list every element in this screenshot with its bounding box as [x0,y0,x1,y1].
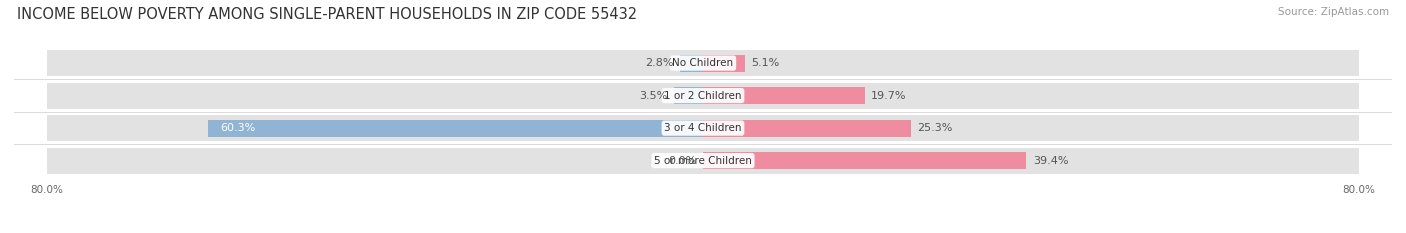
Text: 25.3%: 25.3% [917,123,952,133]
Text: 60.3%: 60.3% [221,123,256,133]
Bar [703,120,911,137]
Text: INCOME BELOW POVERTY AMONG SINGLE-PARENT HOUSEHOLDS IN ZIP CODE 55432: INCOME BELOW POVERTY AMONG SINGLE-PARENT… [17,7,637,22]
Text: 3.5%: 3.5% [640,91,668,101]
Bar [46,115,703,141]
Text: No Children: No Children [672,58,734,68]
Bar [46,147,703,174]
Bar [208,120,703,137]
Text: 1 or 2 Children: 1 or 2 Children [664,91,742,101]
Text: 0.0%: 0.0% [668,156,696,166]
Bar [703,50,1360,76]
Text: 5.1%: 5.1% [751,58,780,68]
Bar [46,82,703,109]
Bar [703,55,745,72]
Bar [703,147,1360,174]
Text: 19.7%: 19.7% [872,91,907,101]
Text: Source: ZipAtlas.com: Source: ZipAtlas.com [1278,7,1389,17]
Bar [681,55,703,72]
Bar [46,50,703,76]
Text: 2.8%: 2.8% [645,58,673,68]
Bar [703,87,865,104]
Text: 5 or more Children: 5 or more Children [654,156,752,166]
Text: 39.4%: 39.4% [1032,156,1069,166]
Bar [703,82,1360,109]
Bar [703,115,1360,141]
Bar [703,152,1026,169]
Bar [675,87,703,104]
Text: 3 or 4 Children: 3 or 4 Children [664,123,742,133]
